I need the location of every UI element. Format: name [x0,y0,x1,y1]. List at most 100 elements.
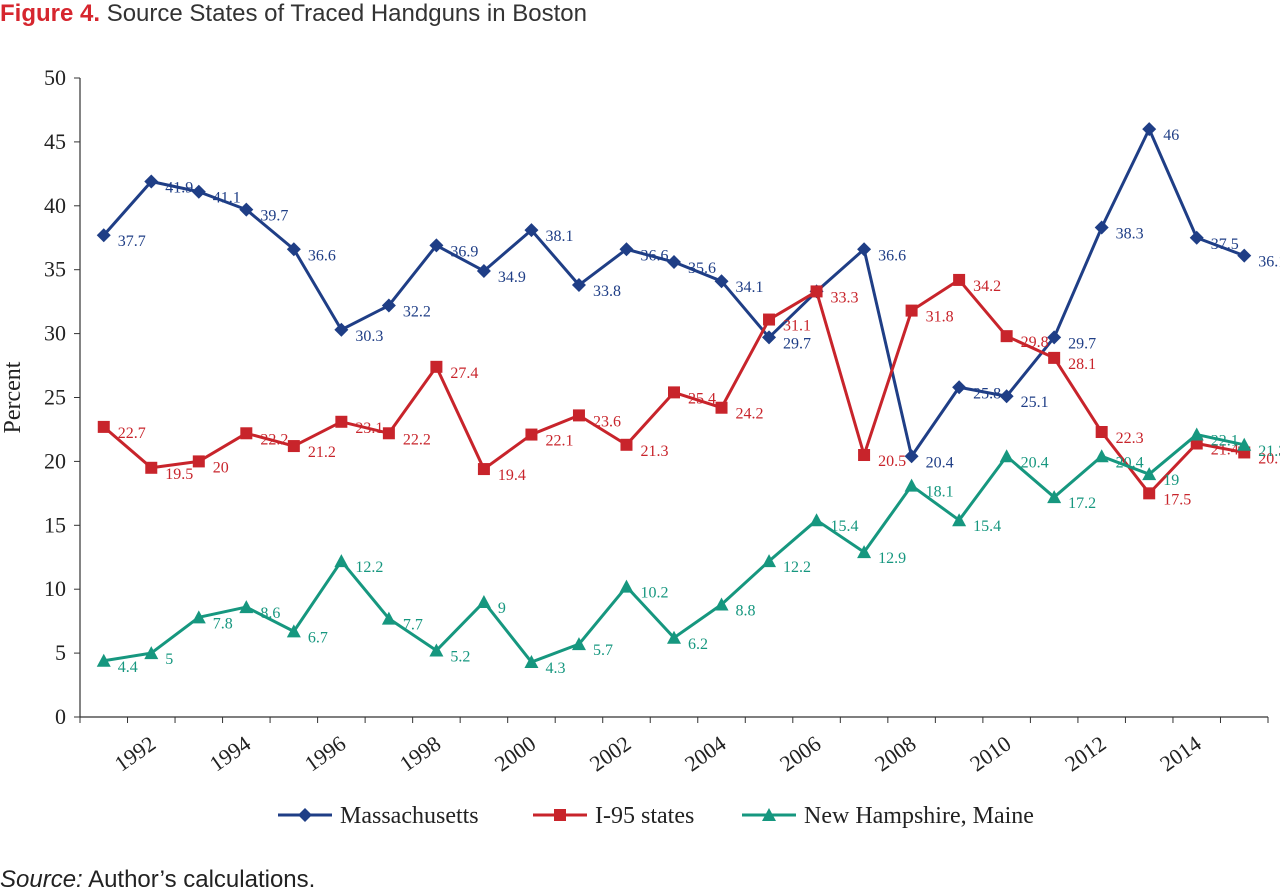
data-label: 34.2 [973,278,1001,295]
data-label: 18.1 [926,484,954,501]
legend-item: New Hampshire, Maine [742,803,1034,829]
data-point [1048,351,1061,364]
data-point [239,202,254,217]
data-point [287,440,300,453]
data-label: 36.6 [640,247,668,264]
data-label: 5 [165,651,173,668]
data-label: 4.4 [118,659,138,676]
data-point [477,463,490,476]
data-label: 5.7 [593,642,613,659]
data-label: 36.6 [878,247,906,264]
data-label: 38.3 [1116,226,1144,243]
series-i-95-states: 22.7 19.5 20 22.2 21.2 23.1 22.2 27.4 19.4 22.1 23… [97,273,1280,508]
x-tick-label: 2006 [775,731,825,777]
data-label: 19.5 [165,466,193,483]
data-label: 46 [1163,127,1179,144]
data-label: 8.6 [260,605,280,622]
data-label: 22.1 [1211,433,1239,450]
data-label: 37.7 [118,233,146,250]
data-label: 8.8 [736,603,756,620]
x-tick-label: 2014 [1155,731,1205,777]
data-point [191,184,206,199]
data-point [476,594,491,608]
data-point [286,242,301,257]
y-tick-label: 20 [44,448,66,473]
data-point [382,427,395,440]
series-line [103,433,1245,664]
data-point [1047,490,1062,504]
x-tick-label: 1992 [110,731,160,777]
x-tick-label: 2000 [490,731,540,777]
x-tick-label: 2004 [680,731,730,777]
data-label: 22.2 [260,431,288,448]
data-point [857,545,872,559]
data-label: 38.1 [545,228,573,245]
x-tick-label: 1994 [205,731,255,777]
data-label: 31.1 [783,318,811,335]
data-point [145,461,158,474]
legend-item: I-95 states [533,803,694,829]
data-label: 20 [213,459,229,476]
data-label: 24.2 [736,406,764,423]
data-label: 15.4 [973,518,1001,535]
data-point [476,263,491,278]
data-point [810,285,823,298]
series-massachusetts: 37.7 41.9 41.1 39.7 36.6 30.3 32.2 36.9 34.9 38.1… [96,122,1280,471]
data-point [953,273,966,286]
y-tick-label: 50 [44,65,66,90]
data-point [667,630,681,644]
data-point [1094,220,1109,235]
y-tick-label: 45 [44,129,66,154]
data-label: 20.7 [1258,450,1280,467]
data-point [381,298,396,313]
data-point [999,389,1014,404]
y-tick-label: 35 [44,257,66,282]
data-point [334,322,349,337]
y-tick-label: 5 [55,640,66,665]
data-point [1237,437,1252,451]
data-point [1095,426,1108,439]
data-point [554,809,566,821]
data-label: 29.7 [1068,335,1096,352]
data-point [335,415,348,428]
data-point [857,242,872,257]
data-point [430,360,443,373]
data-label: 22.3 [1116,430,1144,447]
data-label: 5.2 [450,649,470,666]
data-label: 36.6 [308,247,336,264]
data-label: 20.4 [926,454,954,471]
data-label: 23.6 [593,413,621,430]
data-point [191,610,206,624]
data-label: 25.1 [1021,394,1049,411]
figure-title: Figure 4. Source States of Traced Handgu… [0,0,587,28]
data-point [619,579,634,593]
data-label: 6.7 [308,629,328,646]
data-label: 41.9 [165,180,193,197]
series-new-hampshire-maine: 4.4 5 7.8 8.6 6.7 12.2 7.7 5.2 9 4.3 5.7 10.2 6.2 8.8… [96,427,1280,677]
data-label: 17.2 [1068,495,1096,512]
data-point [572,409,585,422]
data-label: 22.2 [403,431,431,448]
legend-label: New Hampshire, Maine [804,803,1034,829]
data-label: 4.3 [545,660,565,677]
y-axis-label: Percent [0,361,26,433]
y-tick-label: 0 [55,704,66,729]
data-label: 19.4 [498,467,526,484]
figure-title-text: Source States of Traced Handguns in Bost… [106,0,587,27]
data-point [999,449,1014,463]
data-label: 17.5 [1163,491,1191,508]
data-label: 10.2 [640,585,668,602]
data-point [144,646,159,660]
data-label: 21.4 [1211,442,1239,459]
source-text: Author’s calculations. [88,866,316,893]
x-tick-label: 2002 [585,731,635,777]
data-point [1142,122,1157,137]
data-label: 27.4 [450,365,478,382]
source-label: Source: [0,866,83,893]
data-label: 39.7 [260,208,288,225]
legend-label: Massachusetts [340,803,479,829]
data-point [714,274,729,289]
data-point [239,600,254,614]
x-tick-label: 2010 [965,731,1015,777]
series-line [102,127,1245,458]
